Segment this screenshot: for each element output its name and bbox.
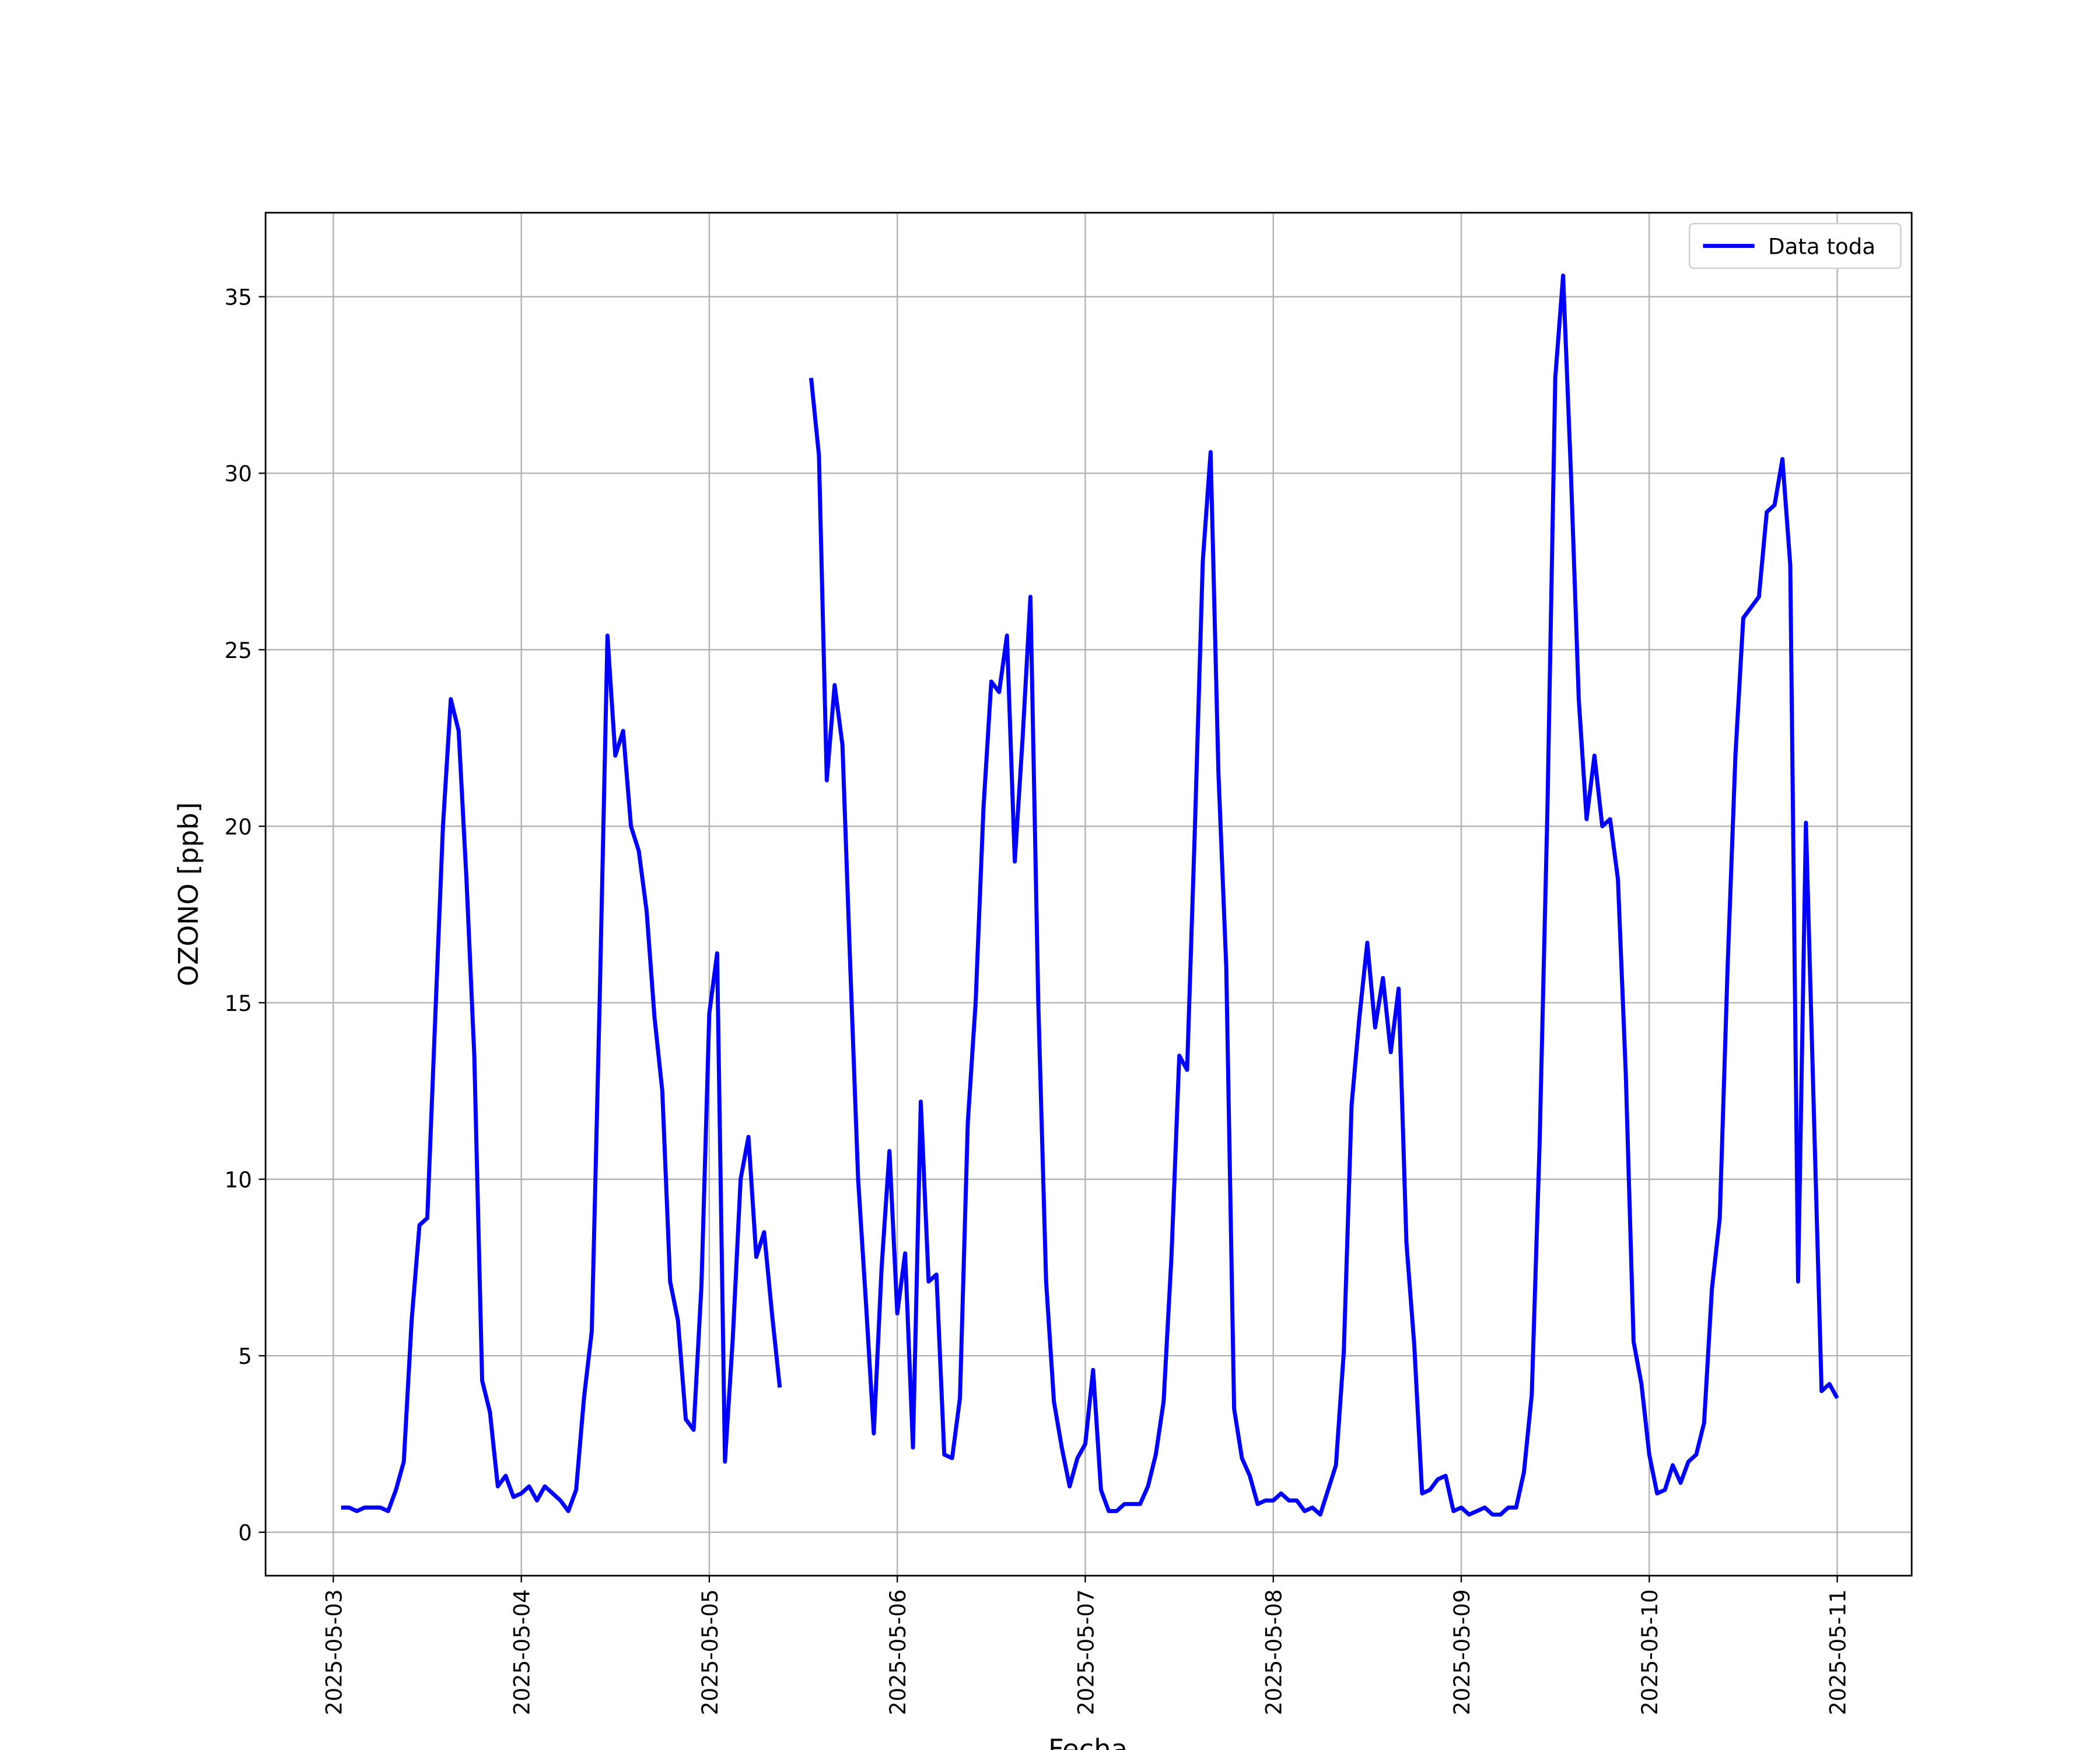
y-tick-label: 5 xyxy=(238,1344,252,1369)
x-tick-label: 2025-05-07 xyxy=(1073,1589,1098,1715)
y-tick-label: 20 xyxy=(225,814,252,839)
x-tick-label: 2025-05-04 xyxy=(510,1589,535,1715)
y-axis-label: OZONO [ppb] xyxy=(173,802,204,986)
x-tick-label: 2025-05-11 xyxy=(1826,1589,1851,1715)
x-axis-label: Fecha xyxy=(1048,1734,1128,1750)
plot-frame xyxy=(264,212,1913,1577)
y-tick-label: 10 xyxy=(225,1167,252,1192)
x-tick-label: 2025-05-06 xyxy=(886,1589,911,1715)
x-tick-label: 2025-05-09 xyxy=(1450,1589,1475,1715)
x-tick-label: 2025-05-05 xyxy=(698,1589,723,1715)
legend-label: Data toda xyxy=(1768,234,1875,259)
x-tick-label: 2025-05-08 xyxy=(1262,1589,1287,1715)
y-tick-label: 0 xyxy=(238,1521,252,1546)
y-tick-label: 30 xyxy=(225,461,252,487)
x-tick-label: 2025-05-03 xyxy=(321,1589,346,1715)
data-line xyxy=(341,273,1839,1517)
y-tick-label: 25 xyxy=(225,638,252,663)
y-tick-label: 35 xyxy=(225,285,252,310)
y-tick-label: 15 xyxy=(225,991,252,1016)
x-tick-label: 2025-05-10 xyxy=(1637,1589,1662,1715)
legend-box xyxy=(1689,223,1902,270)
